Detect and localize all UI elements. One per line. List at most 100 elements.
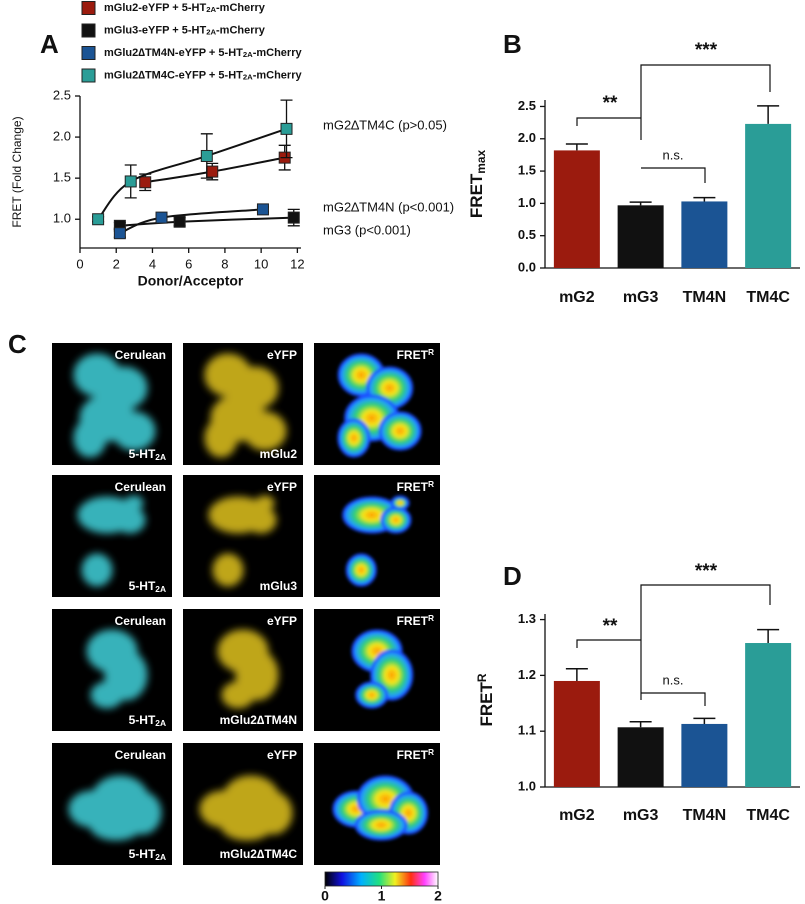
significance-label: n.s. [663, 672, 684, 687]
y-axis-label: FRETR [475, 673, 496, 726]
micrograph: FRETR [314, 475, 440, 597]
error-bar [693, 196, 716, 202]
cells [208, 495, 277, 587]
text-part: R [428, 347, 434, 357]
error-bar [565, 143, 588, 151]
micrograph: Cerulean 5-HT2A [52, 743, 172, 865]
text-part: FRET [467, 173, 486, 218]
micrograph: FRETR [314, 343, 440, 465]
cell-blob [345, 553, 377, 587]
significance-bracket [641, 692, 706, 706]
image-label: eYFP [267, 480, 297, 494]
data-point [206, 165, 219, 178]
micrograph: eYFP mGlu2∆TM4N [183, 609, 303, 731]
legend-label: mGlu3-eYFP + 5-HT2A-mCherry [104, 24, 266, 37]
x-tick-label: TM4C [746, 807, 790, 824]
y-axis-label: FRETmax [467, 150, 487, 219]
cell-blob [89, 809, 143, 841]
micrograph: eYFP mGlu2∆TM4C [183, 743, 303, 865]
data-point [200, 149, 213, 162]
image-label: mGlu3 [260, 579, 298, 593]
text-part: 5-HT [129, 713, 156, 727]
data-point [139, 176, 152, 189]
colorbar-tick-label: 0 [321, 888, 329, 904]
panel-label: D [503, 561, 522, 591]
significance-label: *** [695, 40, 718, 61]
annotation: mG2∆TM4C (p>0.05) [323, 117, 447, 132]
panel-label: A [40, 29, 59, 59]
text-part: Cerulean [115, 480, 166, 494]
cells [204, 353, 287, 458]
cell-blob [220, 809, 274, 841]
cells [86, 629, 148, 709]
significance-bracket [641, 167, 706, 183]
y-tick-label: 1.0 [518, 778, 536, 793]
y-tick-label: 2.0 [53, 129, 71, 144]
text-part: Cerulean [115, 348, 166, 362]
data-point [124, 175, 137, 188]
cell-blob [221, 681, 255, 709]
cells [337, 353, 422, 458]
panel-label: B [503, 29, 522, 59]
image-background [183, 475, 303, 597]
y-tick-label: 1.5 [518, 163, 536, 178]
cell-blob [245, 506, 277, 534]
cell-blob [390, 495, 410, 511]
image-label: eYFP [267, 348, 297, 362]
data-point [256, 203, 269, 216]
y-tick-label: 1.0 [518, 195, 536, 210]
cells [73, 353, 156, 458]
text-part: R [475, 673, 489, 682]
text-part: FRET [397, 480, 429, 494]
data-point [280, 122, 293, 135]
y-tick-label: 0.5 [518, 227, 536, 242]
text-part: mGlu3 [260, 579, 298, 593]
text-part: mGlu2∆TM4C-eYFP + 5-HT [104, 69, 243, 81]
text-part: eYFP [267, 614, 297, 628]
image-label: 5-HT2A [129, 847, 166, 861]
error-bar [629, 720, 652, 728]
legend-swatch [81, 68, 96, 83]
cell-blob [73, 418, 107, 458]
y-tick-label: 2.0 [518, 130, 536, 145]
significance-bracket [640, 584, 771, 700]
image-label: FRETR [397, 347, 434, 362]
text-part: R [428, 747, 434, 757]
colorbar-tick-label: 1 [378, 888, 386, 904]
text-part: 2A [243, 50, 253, 59]
x-tick-label: mG2 [559, 807, 595, 824]
x-tick-label: 2 [113, 256, 120, 271]
micrograph: FRETR [314, 743, 440, 865]
text-part: Cerulean [115, 748, 166, 762]
x-tick-label: 10 [254, 256, 268, 271]
cell-blob [124, 495, 144, 511]
text-part: -mCherry [216, 24, 266, 36]
error-bar [757, 628, 780, 644]
significance-bracket [576, 639, 641, 648]
cell-blob [243, 411, 287, 451]
cell-blob [380, 506, 412, 534]
y-tick-label: 1.3 [518, 611, 536, 626]
cell-blob [255, 495, 275, 511]
text-part: eYFP [267, 348, 297, 362]
cell-blob [212, 553, 244, 587]
colorbar-tick-label: 2 [434, 888, 442, 904]
error-bar [757, 105, 780, 124]
y-tick-label: 1.5 [53, 170, 71, 185]
text-part: Cerulean [115, 614, 166, 628]
y-axis-label: FRET (Fold Change) [10, 116, 24, 227]
image-label: mGlu2 [260, 447, 298, 461]
image-label: Cerulean [115, 480, 166, 494]
x-axis-label: Donor/Acceptor [138, 273, 244, 289]
cell-blob [114, 506, 146, 534]
data-point [173, 215, 186, 228]
error-bar [693, 717, 716, 724]
image-label: 5-HT2A [129, 713, 166, 727]
micrograph: Cerulean 5-HT2A [52, 475, 172, 597]
image-label: Cerulean [115, 748, 166, 762]
text-part: R [428, 613, 434, 623]
text-part: 2A [155, 718, 166, 728]
bar [617, 205, 664, 268]
micrograph: eYFP mGlu2 [183, 343, 303, 465]
error-bar [629, 201, 652, 206]
